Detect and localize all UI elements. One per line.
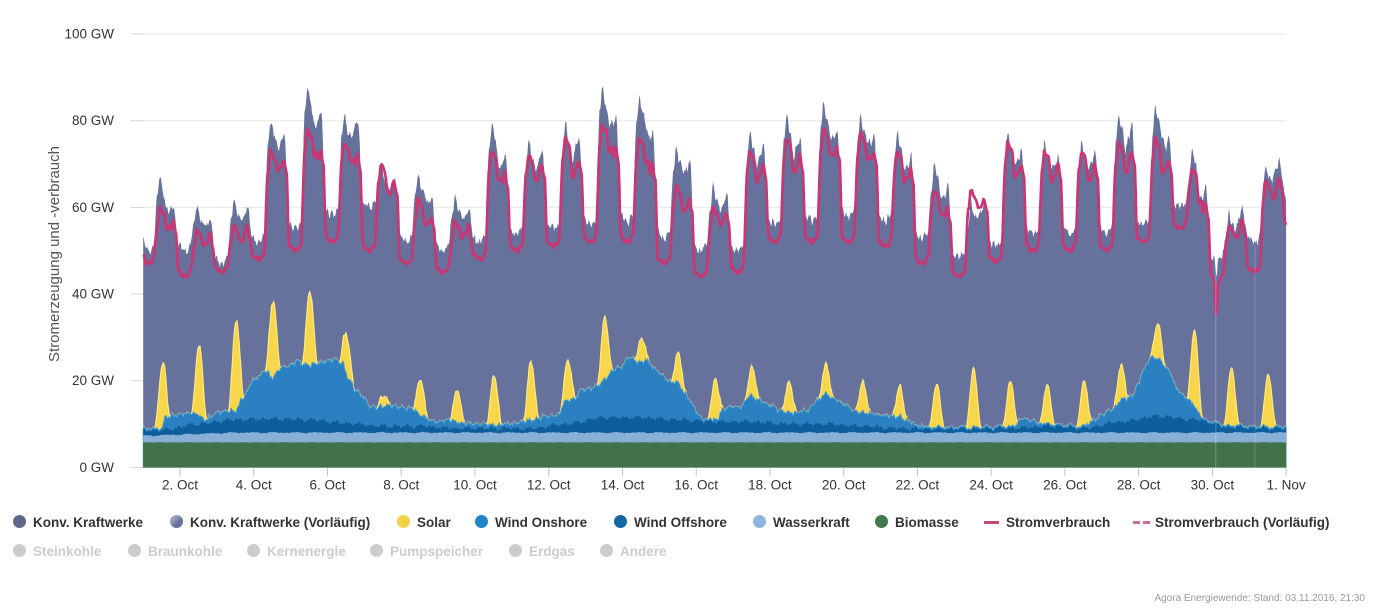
svg-text:8. Oct: 8. Oct <box>383 478 419 493</box>
svg-text:18. Oct: 18. Oct <box>748 478 792 493</box>
svg-text:20. Oct: 20. Oct <box>822 478 866 493</box>
svg-text:10. Oct: 10. Oct <box>453 478 497 493</box>
svg-text:14. Oct: 14. Oct <box>601 478 645 493</box>
svg-text:2. Oct: 2. Oct <box>162 478 198 493</box>
svg-text:60 GW: 60 GW <box>72 200 114 215</box>
svg-text:4. Oct: 4. Oct <box>236 478 272 493</box>
svg-text:22. Oct: 22. Oct <box>896 478 940 493</box>
svg-text:0 GW: 0 GW <box>79 460 114 475</box>
svg-text:40 GW: 40 GW <box>72 287 114 302</box>
svg-text:12. Oct: 12. Oct <box>527 478 571 493</box>
svg-text:Stromerzeugung und -verbrauch: Stromerzeugung und -verbrauch <box>46 146 63 362</box>
svg-text:16. Oct: 16. Oct <box>674 478 718 493</box>
svg-text:28. Oct: 28. Oct <box>1117 478 1161 493</box>
svg-text:30. Oct: 30. Oct <box>1191 478 1235 493</box>
svg-text:80 GW: 80 GW <box>72 113 114 128</box>
svg-text:100 GW: 100 GW <box>64 27 114 42</box>
svg-text:26. Oct: 26. Oct <box>1043 478 1087 493</box>
svg-text:24. Oct: 24. Oct <box>969 478 1013 493</box>
svg-text:20 GW: 20 GW <box>72 373 114 388</box>
svg-text:6. Oct: 6. Oct <box>309 478 345 493</box>
svg-text:1. Nov: 1. Nov <box>1267 478 1306 493</box>
